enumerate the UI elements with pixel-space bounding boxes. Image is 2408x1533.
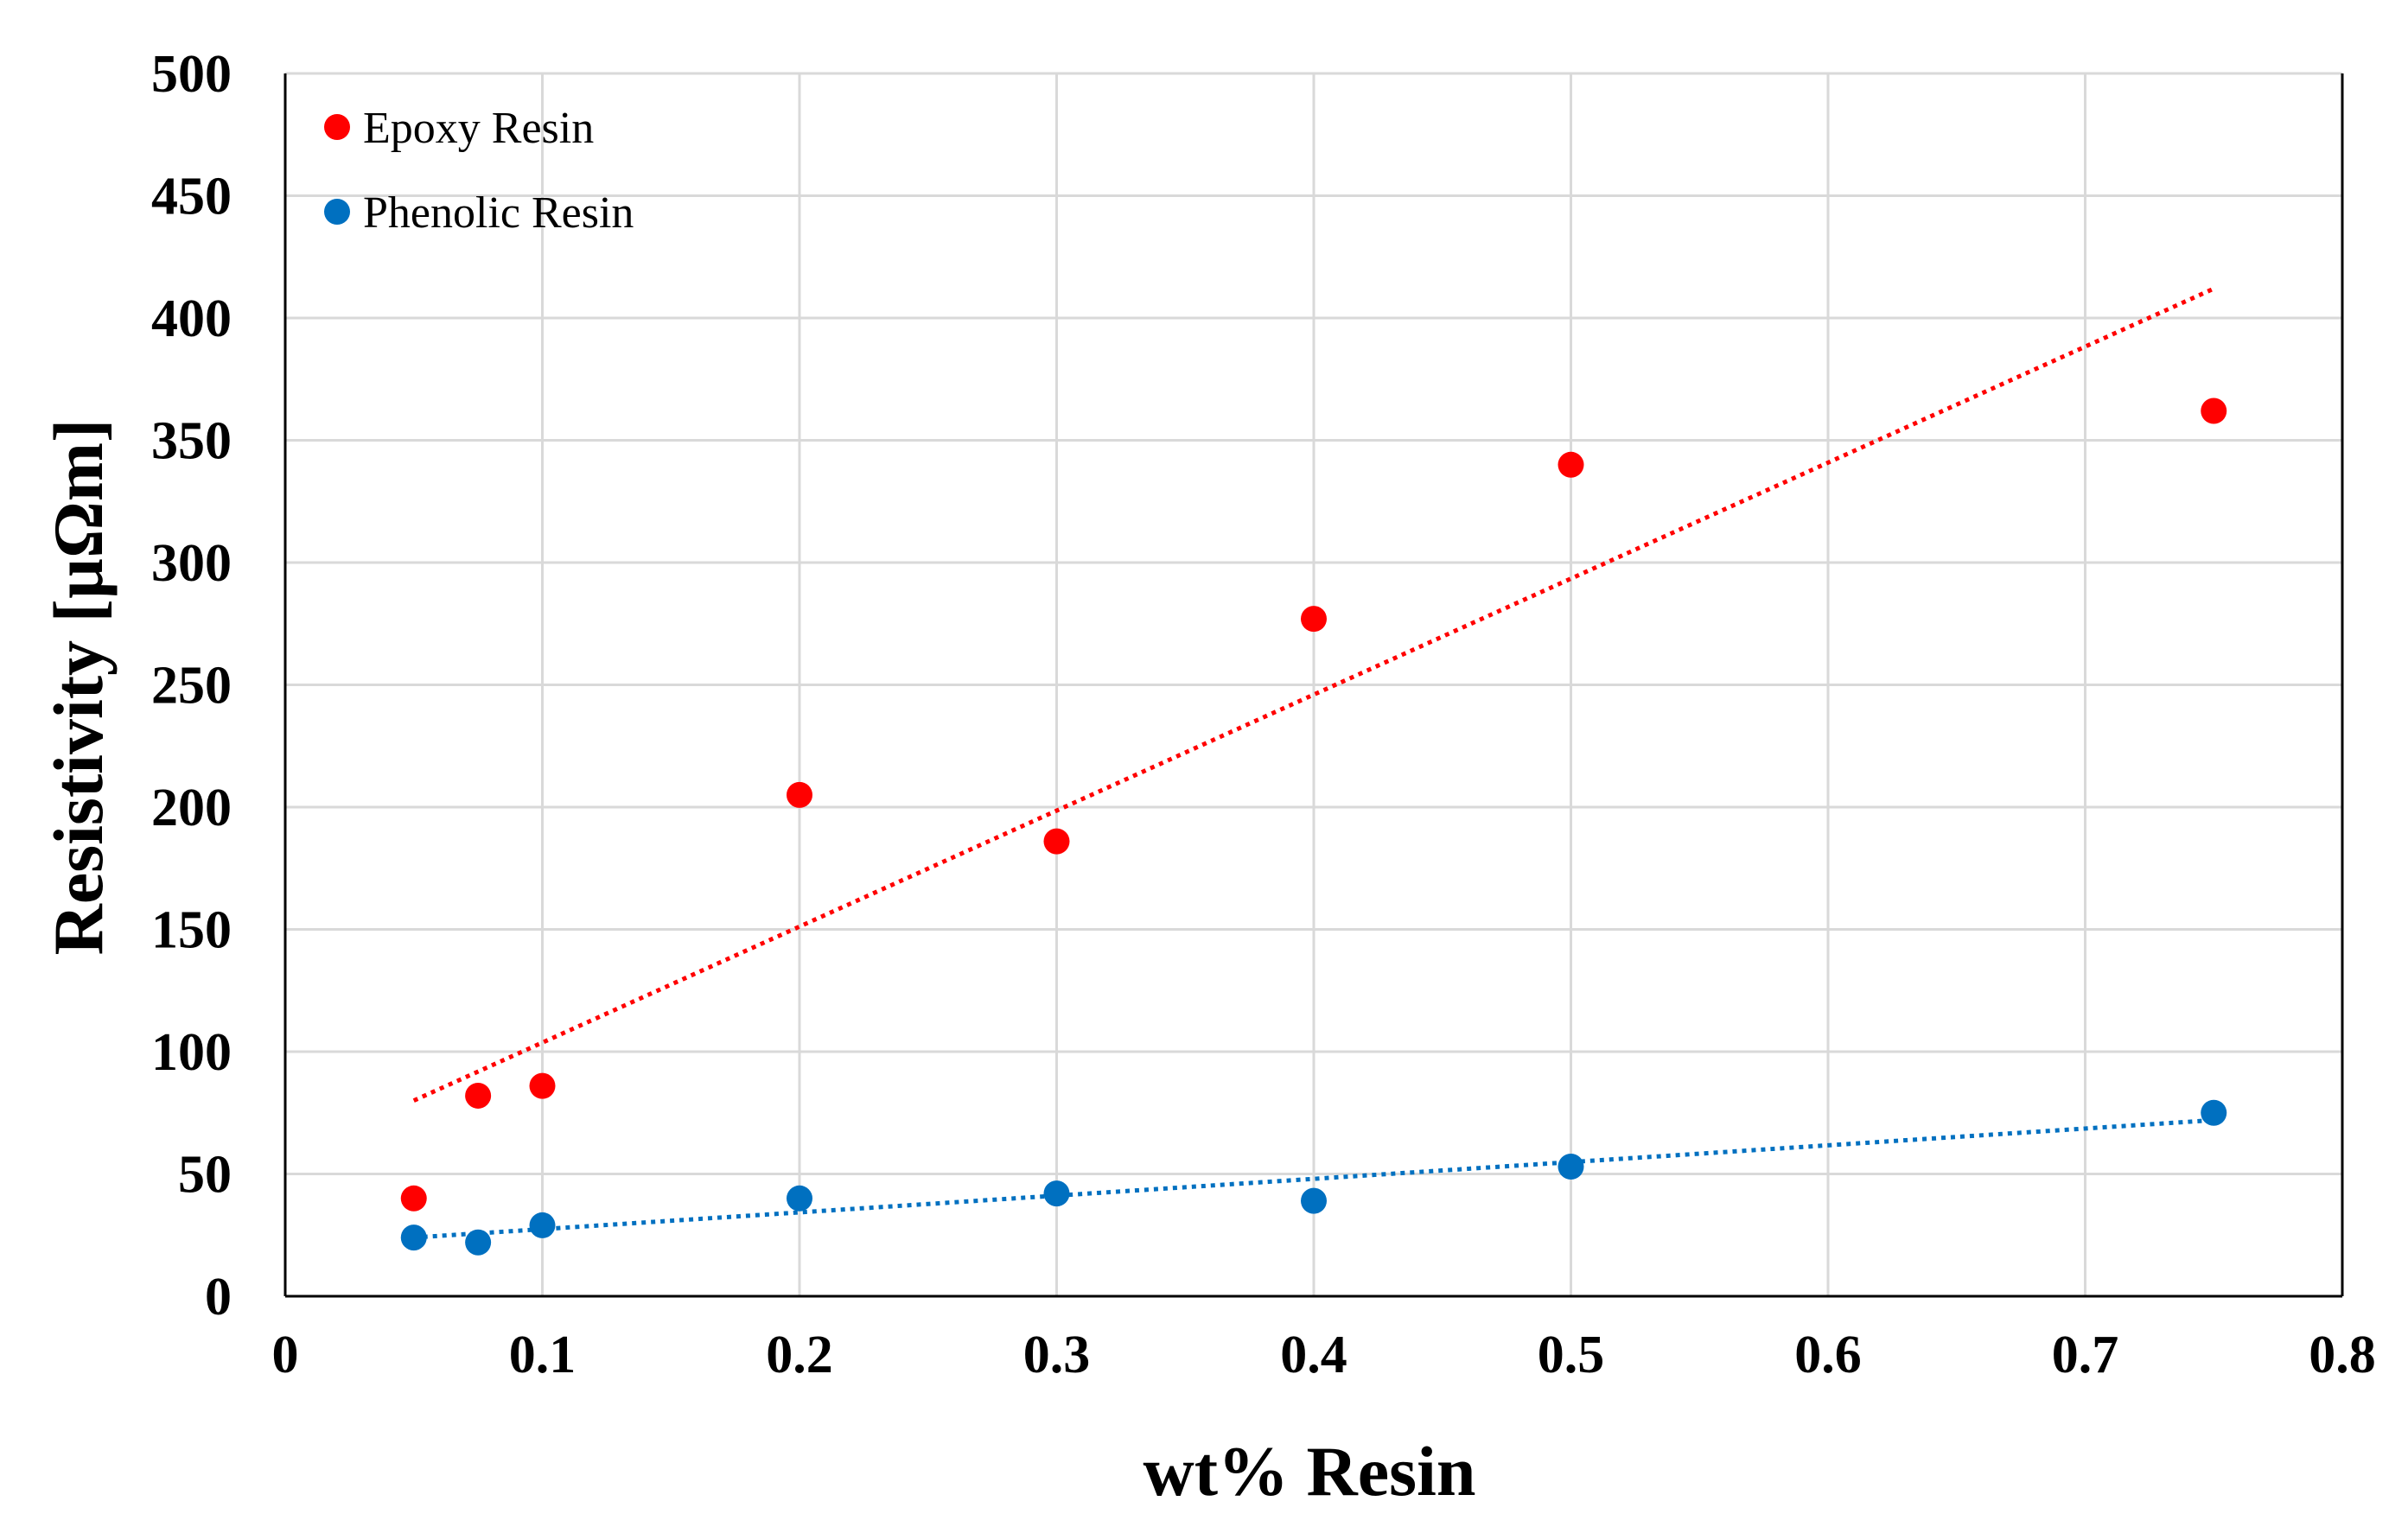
axes [283, 73, 2344, 1298]
point-epoxy-resin [1301, 606, 1327, 633]
x-axis-title: wt% Resin [1143, 1432, 1476, 1511]
point-epoxy-resin [529, 1072, 556, 1099]
gridlines [285, 72, 2344, 1296]
legend-marker-epoxy-resin [324, 114, 350, 140]
legend-marker-phenolic-resin [324, 199, 350, 225]
y-axis-title: Resistivity [µΩm] [39, 419, 118, 956]
y-tick-label: 300 [151, 534, 232, 593]
x-tick-label: 0.1 [509, 1326, 577, 1384]
legend-label-phenolic-resin: Phenolic Resin [363, 188, 634, 238]
y-tick-label: 200 [151, 779, 232, 837]
point-phenolic-resin [400, 1224, 427, 1251]
x-tick-label: 0.2 [766, 1326, 833, 1384]
x-tick-label: 0.5 [1538, 1326, 1605, 1384]
point-phenolic-resin [465, 1229, 492, 1256]
y-tick-label: 100 [151, 1023, 232, 1082]
x-tick-label: 0.6 [1794, 1326, 1862, 1384]
y-tick-label: 500 [151, 45, 232, 104]
trendlines [412, 286, 2215, 1240]
x-tick-label: 0 [272, 1326, 299, 1384]
point-phenolic-resin [1558, 1154, 1584, 1180]
y-tick-label: 350 [151, 412, 232, 471]
point-phenolic-resin [2201, 1099, 2227, 1126]
point-epoxy-resin [400, 1185, 427, 1212]
point-phenolic-resin [787, 1185, 812, 1212]
y-tick-label: 150 [151, 901, 232, 960]
tick-labels: 0 0.1 0.2 0.3 0.4 0.5 0.6 0.7 0.8 0 50 100 150 200 250… [151, 45, 2376, 1384]
point-phenolic-resin [529, 1212, 556, 1238]
x-tick-label: 0.4 [1280, 1326, 1347, 1384]
trendline-epoxy-resin [412, 286, 2215, 1103]
point-epoxy-resin [2201, 398, 2227, 424]
legend-label-epoxy-resin: Epoxy Resin [363, 104, 594, 153]
x-tick-label: 0.7 [2052, 1326, 2119, 1384]
y-tick-label: 450 [151, 168, 232, 226]
legend: Epoxy Resin Phenolic Resin [324, 104, 634, 238]
y-tick-label: 0 [205, 1268, 232, 1326]
point-phenolic-resin [1043, 1180, 1070, 1207]
y-tick-label: 400 [151, 289, 232, 348]
point-epoxy-resin [1043, 828, 1070, 855]
x-tick-label: 0.3 [1023, 1326, 1091, 1384]
point-epoxy-resin [787, 781, 812, 808]
point-phenolic-resin [1301, 1187, 1327, 1214]
y-tick-label: 250 [151, 657, 232, 716]
x-tick-label: 0.8 [2309, 1326, 2376, 1384]
trendline-phenolic-resin [413, 1117, 2214, 1240]
data-points [400, 398, 2227, 1256]
point-epoxy-resin [1558, 451, 1584, 478]
point-epoxy-resin [465, 1082, 492, 1109]
y-tick-label: 50 [178, 1146, 232, 1205]
